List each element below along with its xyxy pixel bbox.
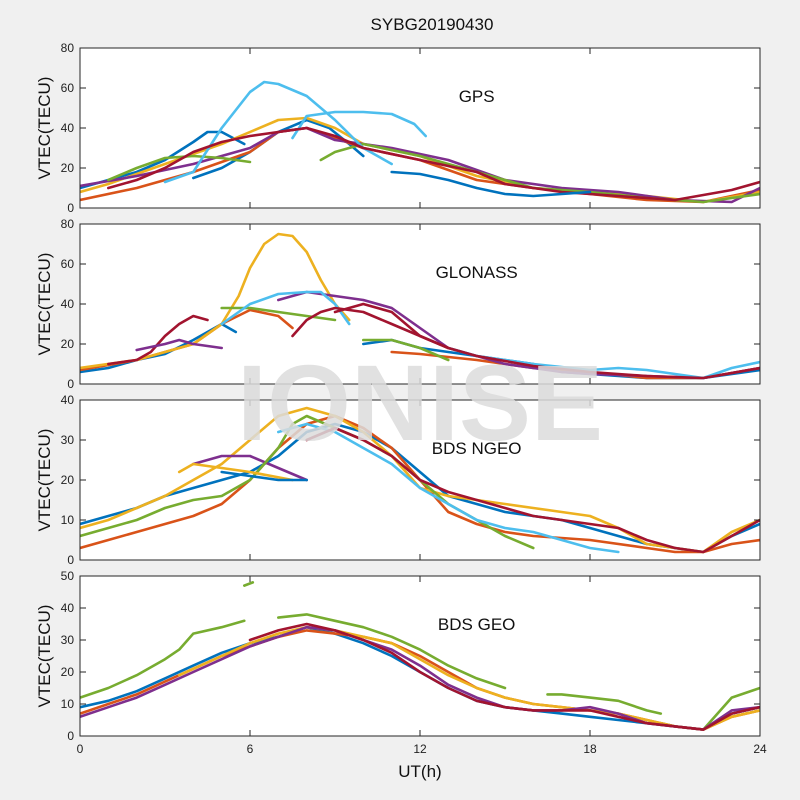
x-tick-label: 12 xyxy=(413,742,427,756)
series-line-10 xyxy=(107,126,760,202)
y-tick-label: 30 xyxy=(61,433,75,447)
y-tick-label: 10 xyxy=(61,513,75,527)
y-tick-label: 0 xyxy=(67,377,74,391)
x-axis-label: UT(h) xyxy=(398,762,441,781)
y-tick-label: 80 xyxy=(61,41,75,55)
series-line-7 xyxy=(305,426,760,554)
series-group xyxy=(80,80,760,204)
panel-title: GPS xyxy=(459,87,495,106)
series-line-8 xyxy=(177,462,294,482)
y-axis-label: VTEC(TECU) xyxy=(35,77,54,180)
series-line-9 xyxy=(291,110,428,140)
series-line-8 xyxy=(163,80,394,184)
series-line-2 xyxy=(243,581,255,587)
figure-title: SYBG20190430 xyxy=(371,15,494,34)
y-tick-label: 80 xyxy=(61,217,75,231)
series-group xyxy=(80,232,760,380)
plot-area xyxy=(80,224,760,384)
series-line-1 xyxy=(80,619,246,699)
y-axis-label: VTEC(TECU) xyxy=(35,605,54,708)
panel-3: 0 10 20 30 40 VTEC(TECU) BDS NGEO xyxy=(35,393,761,567)
y-axis-label: VTEC(TECU) xyxy=(35,253,54,356)
series-line-8 xyxy=(177,625,760,731)
watermark: IONISE xyxy=(237,342,603,463)
y-tick-label: 20 xyxy=(61,337,75,351)
series-group xyxy=(80,581,760,731)
panel-2: 0 20 40 60 80 VTEC(TECU) GLONASS xyxy=(35,217,761,391)
y-tick-label: 10 xyxy=(61,697,75,711)
y-tick-label: 20 xyxy=(61,161,75,175)
series-line-8 xyxy=(361,338,450,362)
y-tick-label: 60 xyxy=(61,257,75,271)
series-line-14 xyxy=(333,302,760,380)
series-line-11 xyxy=(390,170,592,198)
y-tick-label: 40 xyxy=(61,297,75,311)
series-line-5 xyxy=(80,126,760,204)
y-tick-label: 0 xyxy=(67,201,74,215)
y-tick-label: 40 xyxy=(61,121,75,135)
x-tick-label: 0 xyxy=(77,742,84,756)
x-tick-label: 24 xyxy=(753,742,767,756)
plot-area xyxy=(80,48,760,208)
series-line-10 xyxy=(248,622,760,731)
y-tick-label: 50 xyxy=(61,569,75,583)
series-line-12 xyxy=(291,306,450,350)
y-tick-label: 0 xyxy=(67,553,74,567)
panel-title: BDS GEO xyxy=(438,615,515,634)
y-tick-label: 20 xyxy=(61,473,75,487)
series-line-1 xyxy=(80,130,246,190)
y-tick-label: 20 xyxy=(61,665,75,679)
series-line-11 xyxy=(107,314,209,366)
series-line-4 xyxy=(546,693,663,715)
series-line-4 xyxy=(192,454,309,482)
series-line-6 xyxy=(276,422,620,554)
series-line-3 xyxy=(276,613,507,690)
series-line-7 xyxy=(220,306,337,322)
x-tick-label: 18 xyxy=(583,742,597,756)
panel-title: BDS NGEO xyxy=(432,439,522,458)
y-axis-label: VTEC(TECU) xyxy=(35,429,54,532)
y-tick-label: 60 xyxy=(61,81,75,95)
series-line-2 xyxy=(80,414,760,554)
y-tick-label: 0 xyxy=(67,729,74,743)
y-tick-label: 40 xyxy=(61,393,75,407)
series-group xyxy=(80,406,760,554)
series-line-6 xyxy=(107,154,252,182)
panel-title: GLONASS xyxy=(436,263,518,282)
panel-1: 0 20 40 60 80 VTEC(TECU) GPS xyxy=(35,41,761,215)
y-tick-label: 30 xyxy=(61,633,75,647)
x-tick-label: 6 xyxy=(247,742,254,756)
series-line-9 xyxy=(220,290,351,326)
panel-4: 0 10 20 30 40 50 0 6 12 18 24 VTEC(TECU) BDS GEO xyxy=(35,569,767,756)
series-line-13 xyxy=(135,338,223,352)
series-line-9 xyxy=(220,470,309,482)
y-tick-label: 40 xyxy=(61,601,75,615)
